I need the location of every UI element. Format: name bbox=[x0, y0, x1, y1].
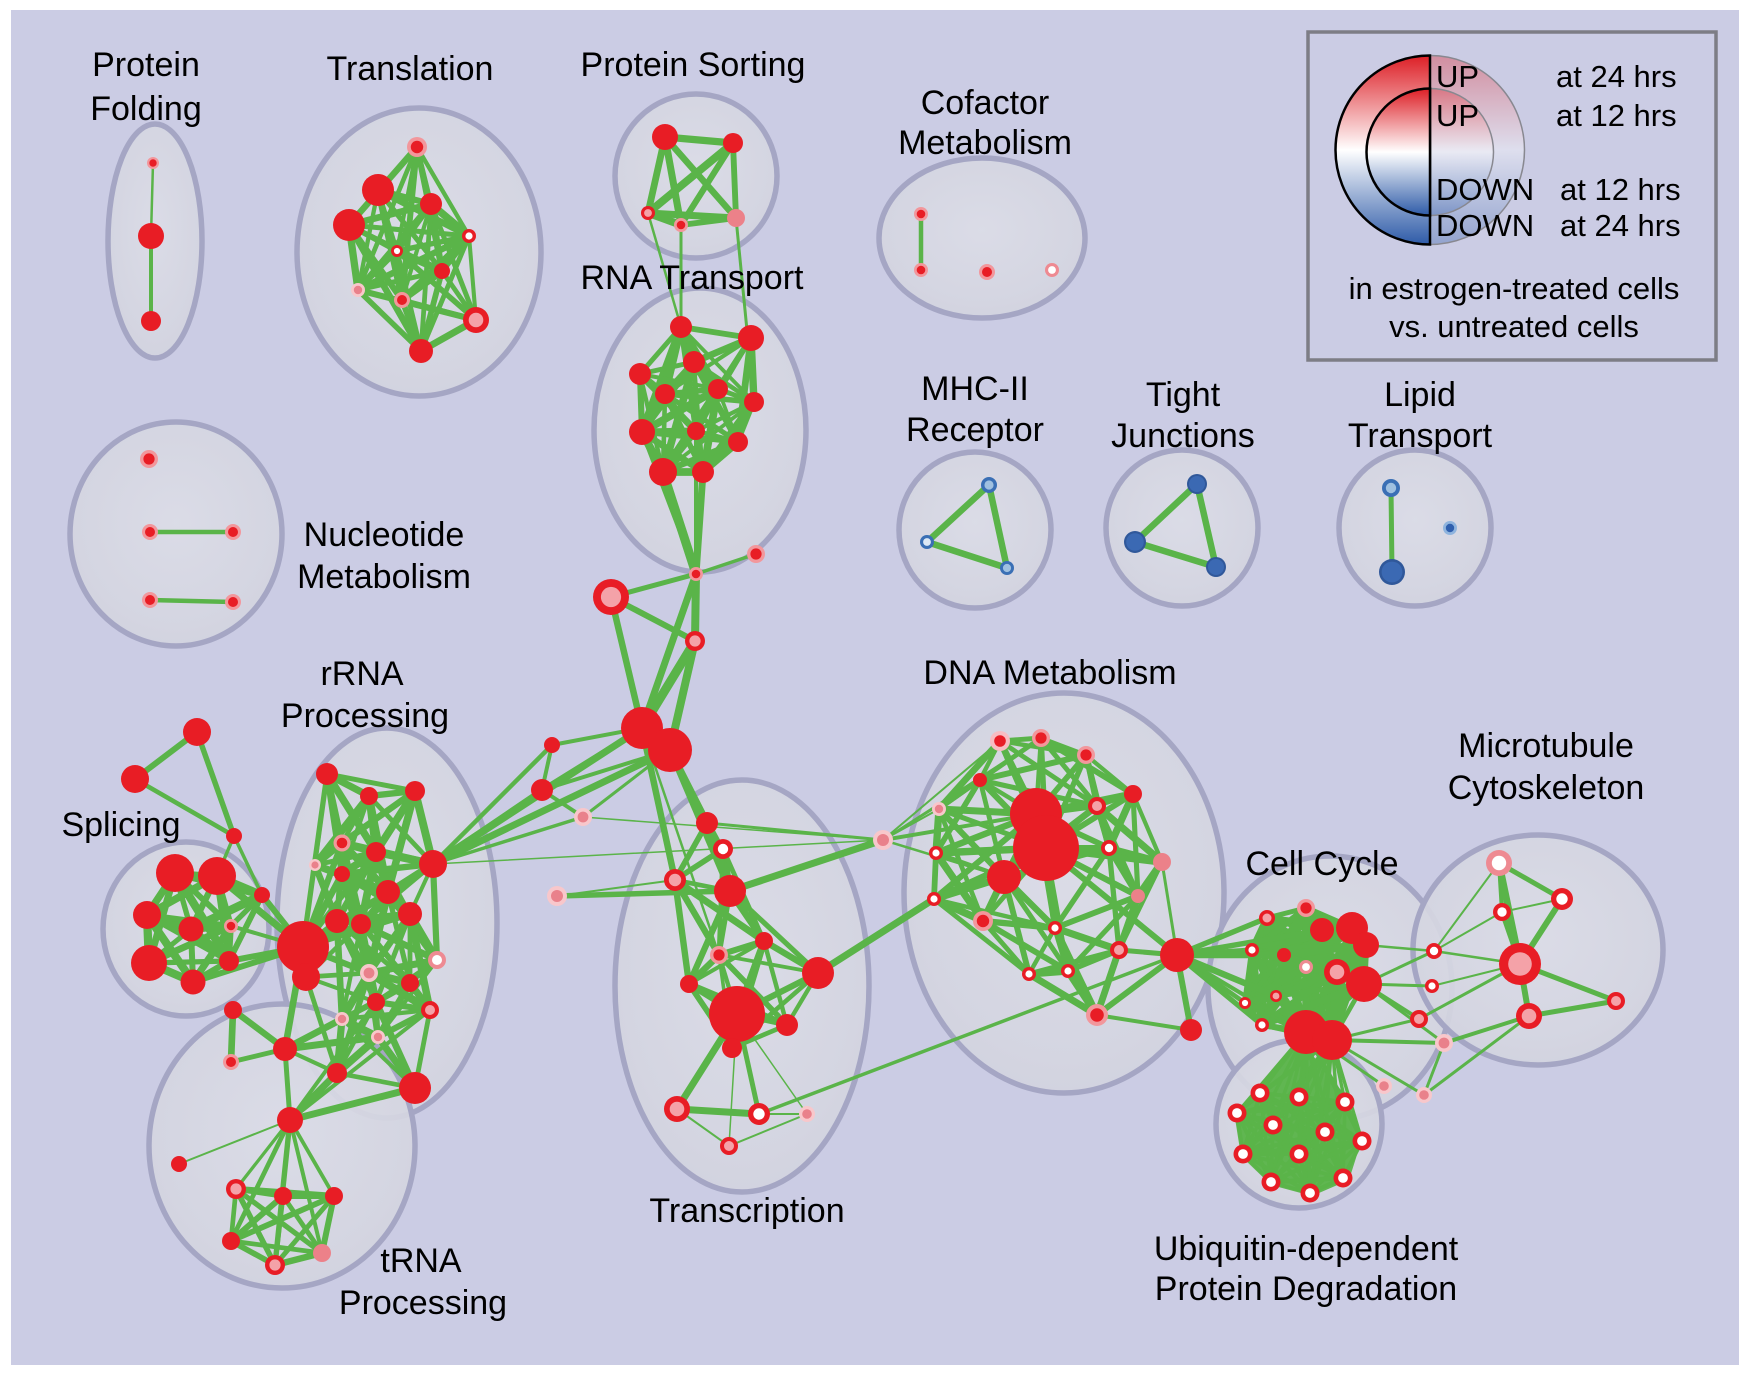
svg-text:Protein Degradation: Protein Degradation bbox=[1155, 1270, 1457, 1308]
svg-text:UP: UP bbox=[1436, 59, 1479, 94]
svg-text:Metabolism: Metabolism bbox=[297, 558, 471, 596]
svg-text:Splicing: Splicing bbox=[61, 806, 180, 844]
svg-text:Nucleotide: Nucleotide bbox=[304, 516, 465, 554]
svg-text:DOWN: DOWN bbox=[1436, 208, 1534, 243]
svg-text:Cytoskeleton: Cytoskeleton bbox=[1448, 769, 1645, 807]
svg-text:Processing: Processing bbox=[281, 697, 449, 735]
svg-text:Cell Cycle: Cell Cycle bbox=[1245, 845, 1398, 883]
svg-text:at 24 hrs: at 24 hrs bbox=[1556, 59, 1677, 94]
svg-text:Receptor: Receptor bbox=[906, 411, 1044, 449]
svg-text:UP: UP bbox=[1436, 98, 1479, 133]
svg-text:Cofactor: Cofactor bbox=[921, 84, 1050, 122]
svg-text:MHC-II: MHC-II bbox=[921, 370, 1029, 408]
svg-text:Microtubule: Microtubule bbox=[1458, 727, 1634, 765]
svg-text:at 12 hrs: at 12 hrs bbox=[1560, 172, 1681, 207]
svg-text:at 12 hrs: at 12 hrs bbox=[1556, 98, 1677, 133]
svg-text:Ubiquitin-dependent: Ubiquitin-dependent bbox=[1154, 1230, 1459, 1268]
svg-text:vs. untreated cells: vs. untreated cells bbox=[1389, 309, 1639, 344]
svg-text:DOWN: DOWN bbox=[1436, 172, 1534, 207]
svg-text:Translation: Translation bbox=[327, 50, 494, 88]
svg-text:Protein: Protein bbox=[92, 46, 200, 84]
svg-text:Protein Sorting: Protein Sorting bbox=[581, 46, 806, 84]
svg-text:Processing: Processing bbox=[339, 1284, 507, 1322]
svg-text:Lipid: Lipid bbox=[1384, 376, 1456, 414]
svg-text:Transcription: Transcription bbox=[649, 1192, 844, 1230]
svg-text:rRNA: rRNA bbox=[320, 655, 403, 693]
svg-text:at 24 hrs: at 24 hrs bbox=[1560, 208, 1681, 243]
svg-text:Folding: Folding bbox=[90, 90, 202, 128]
svg-text:DNA Metabolism: DNA Metabolism bbox=[923, 654, 1176, 692]
svg-text:Tight: Tight bbox=[1146, 376, 1221, 414]
svg-text:RNA Transport: RNA Transport bbox=[581, 259, 805, 297]
svg-text:in estrogen-treated cells: in estrogen-treated cells bbox=[1349, 271, 1680, 306]
svg-text:Junctions: Junctions bbox=[1111, 417, 1255, 455]
svg-text:Metabolism: Metabolism bbox=[898, 124, 1072, 162]
svg-text:tRNA: tRNA bbox=[380, 1242, 462, 1280]
svg-text:Transport: Transport bbox=[1348, 417, 1493, 455]
